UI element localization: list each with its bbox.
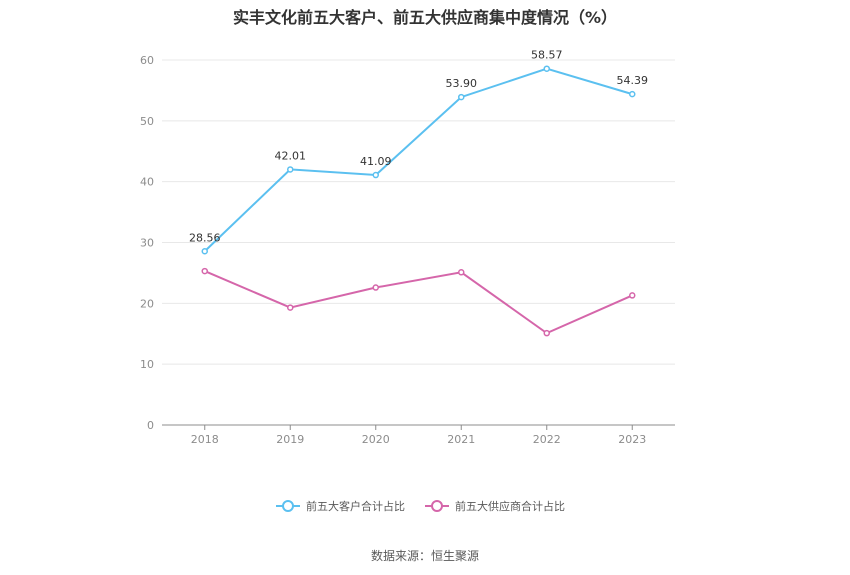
x-tick-label: 2019 <box>276 433 304 446</box>
y-tick-label: 0 <box>147 419 154 432</box>
legend-marker <box>282 500 294 512</box>
y-tick-label: 60 <box>140 54 154 67</box>
series-2-point <box>287 304 294 311</box>
data-label: 28.56 <box>189 231 221 244</box>
x-tick-label: 2018 <box>191 433 219 446</box>
data-label: 41.09 <box>360 155 392 168</box>
series-1-point <box>629 90 636 98</box>
series-2-point <box>372 284 379 291</box>
x-tick-label: 2020 <box>362 433 390 446</box>
x-tick-label: 2021 <box>447 433 475 446</box>
legend-label: 前五大客户合计占比 <box>306 499 405 513</box>
series-2-point <box>201 267 208 275</box>
legend-label: 前五大供应商合计占比 <box>455 499 565 513</box>
legend-marker <box>431 500 443 512</box>
series-2-point <box>543 329 550 337</box>
y-tick-label: 10 <box>140 358 154 371</box>
chart-title: 实丰文化前五大客户、前五大供应商集中度情况（%） <box>232 8 618 27</box>
data-label: 58.57 <box>531 49 563 62</box>
y-tick-label: 20 <box>140 297 154 310</box>
series-line-1 <box>204 67 633 252</box>
x-tick-label: 2022 <box>533 433 561 446</box>
series-2-point <box>629 292 636 299</box>
data-label: 53.90 <box>446 77 478 90</box>
series-1-point <box>287 166 294 173</box>
data-source: 数据来源：恒生聚源 <box>370 549 479 563</box>
series-2-point <box>458 269 465 276</box>
series-1-point <box>458 93 465 101</box>
series-1-point <box>201 248 208 255</box>
series-1-point <box>372 171 379 179</box>
data-label: 54.39 <box>617 74 649 87</box>
series-line-2 <box>204 270 633 335</box>
data-label: 42.01 <box>275 149 307 162</box>
y-tick-label: 50 <box>140 115 154 128</box>
y-tick-label: 40 <box>140 176 154 189</box>
x-tick-label: 2023 <box>618 433 646 446</box>
y-tick-label: 30 <box>140 237 154 250</box>
series-1-point <box>543 65 550 72</box>
